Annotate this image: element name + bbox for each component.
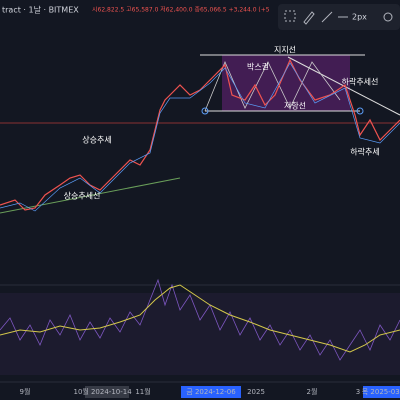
signal-line bbox=[0, 284, 400, 353]
price-series-2 bbox=[0, 62, 400, 212]
box-label: 박스권 bbox=[247, 62, 269, 72]
price-series bbox=[0, 58, 400, 211]
up-trendline-label: 상승추세선 bbox=[64, 191, 101, 201]
indicator-line bbox=[0, 278, 400, 361]
crosshair-date-box bbox=[85, 386, 129, 398]
resistance-label: 저항선 bbox=[284, 102, 306, 111]
up-trendline bbox=[0, 177, 181, 214]
down-trend-label: 하락추세 bbox=[350, 147, 379, 157]
symbol: tract · 1날 · BITMEX bbox=[2, 5, 79, 15]
up-trend-label: 상승추세 bbox=[82, 135, 111, 145]
down-trendline-label: 하락추세선 bbox=[342, 77, 379, 87]
select-tool[interactable] bbox=[284, 10, 296, 22]
anchor bbox=[356, 107, 364, 115]
x-axis-label: 목 2025-03- bbox=[362, 388, 400, 396]
range-start-box bbox=[181, 386, 241, 398]
settings[interactable] bbox=[383, 12, 393, 22]
x-axis-label: 금 2024-12-06 bbox=[186, 388, 236, 396]
x-axis-label: 월 2024-10-14 bbox=[82, 387, 132, 396]
range-end-box bbox=[363, 386, 400, 398]
zigzag bbox=[204, 60, 341, 112]
x-axis-label: 3 bbox=[356, 388, 360, 396]
pencil-tool[interactable] bbox=[303, 11, 315, 25]
x-axis-label: 2월 bbox=[307, 387, 318, 396]
anchor bbox=[201, 107, 209, 115]
ohlc: 시62,822.5 고65,587.0 저62,400.0 종65,066.5 … bbox=[92, 6, 270, 14]
indicator-pane bbox=[0, 293, 400, 375]
line-tool[interactable] bbox=[321, 11, 333, 23]
x-axis-label: 2025 bbox=[247, 388, 265, 396]
support-label: 지지선 bbox=[274, 46, 296, 55]
box-range bbox=[222, 55, 350, 111]
x-axis-label: 9월 bbox=[20, 387, 31, 396]
x-axis-label: 10 bbox=[74, 388, 83, 396]
width-label[interactable]: 2px bbox=[352, 13, 367, 22]
x-axis-label: 11월 bbox=[135, 387, 150, 396]
